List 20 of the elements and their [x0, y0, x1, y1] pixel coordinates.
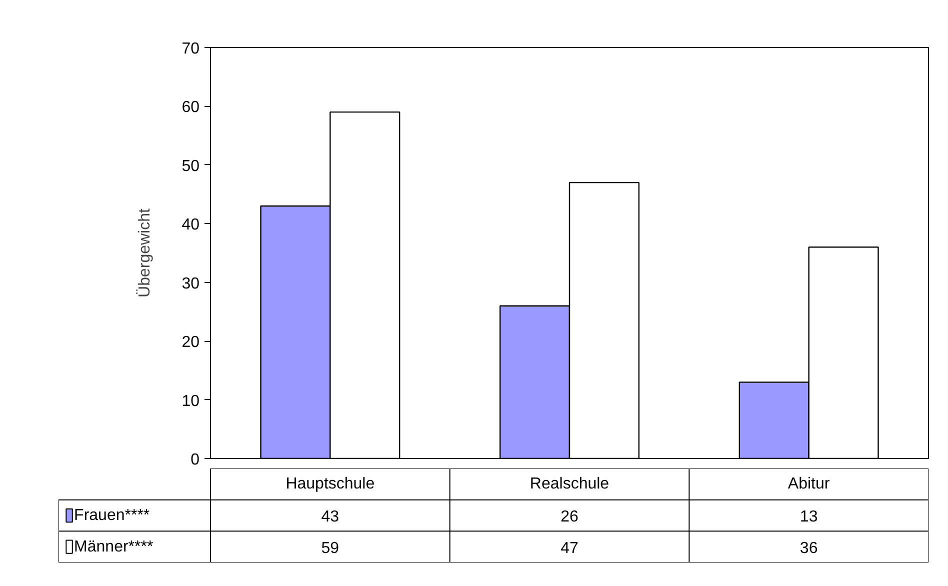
legend-label: Männer**** — [74, 538, 154, 556]
y-tick-label: 30 — [182, 275, 200, 292]
data-label: 26 — [560, 508, 578, 526]
y-tick-label: 20 — [182, 334, 200, 352]
data-label: 13 — [800, 508, 818, 526]
x-tick-label: Abitur — [788, 476, 830, 493]
legend-label: Frauen**** — [74, 507, 150, 524]
data-label: 47 — [560, 540, 578, 557]
data-label: 36 — [800, 540, 818, 557]
y-tick-label: 70 — [182, 40, 200, 58]
y-tick-label: 10 — [182, 392, 200, 410]
x-tick-label: Hauptschule — [286, 476, 375, 493]
data-label: 59 — [321, 540, 340, 557]
y-tick-label: 0 — [190, 452, 200, 468]
y-axis-title: Übergewicht — [136, 208, 154, 298]
x-tick-label: Realschule — [530, 476, 610, 493]
y-tick-label: 60 — [182, 99, 200, 116]
data-label: 43 — [321, 508, 340, 526]
y-tick-label: 40 — [182, 216, 200, 234]
y-tick-label: 50 — [182, 158, 200, 175]
